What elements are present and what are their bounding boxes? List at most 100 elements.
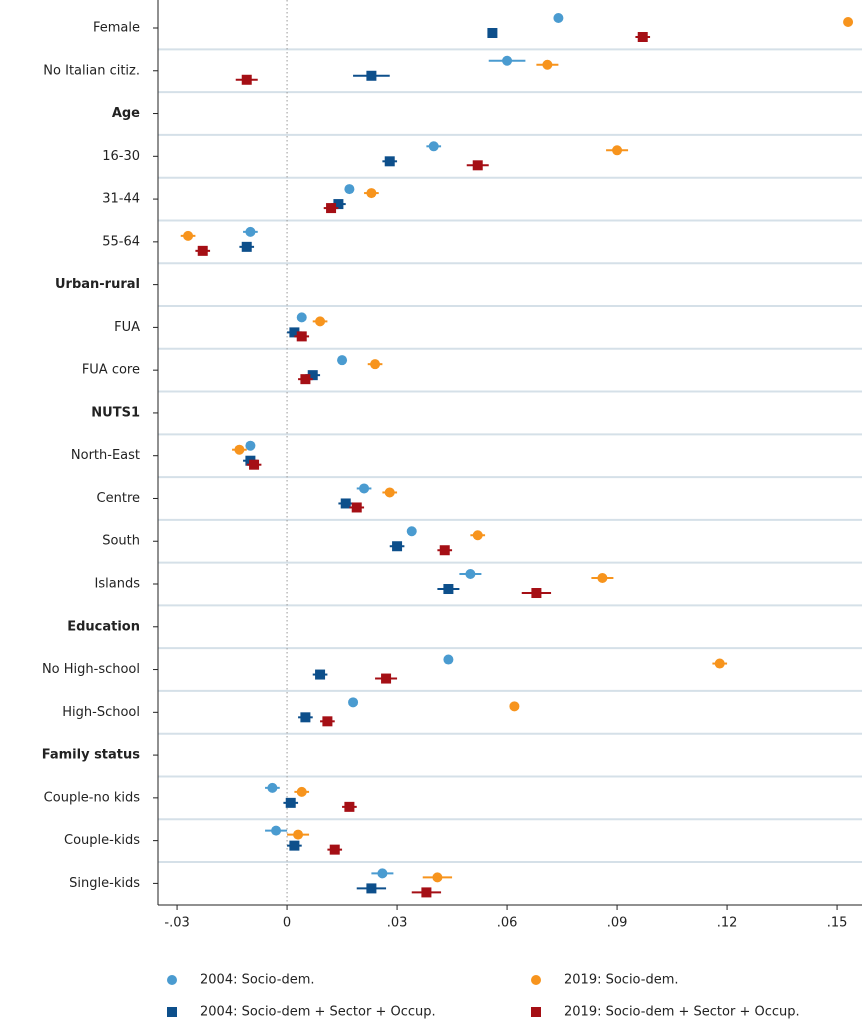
y-tick-label: Couple-kids (64, 833, 140, 848)
legend-label: 2004: Socio-dem + Sector + Occup. (200, 1005, 436, 1020)
circle-marker (315, 316, 326, 327)
circle-marker (366, 188, 377, 199)
y-tick-label: Single-kids (69, 876, 140, 891)
y-tick-label: Centre (97, 491, 140, 506)
y-tick-label: No High-school (42, 662, 140, 677)
square-marker (322, 716, 333, 727)
square-marker (167, 1007, 177, 1017)
square-marker (531, 588, 542, 599)
circle-marker (443, 654, 454, 665)
circle-marker (348, 697, 359, 708)
square-marker (340, 498, 351, 509)
square-marker (326, 203, 337, 214)
circle-marker (296, 312, 307, 323)
circle-marker (359, 483, 370, 494)
square-marker (421, 887, 432, 898)
y-tick-label: South (102, 534, 140, 549)
x-tick-label: .15 (827, 916, 848, 931)
square-marker (381, 673, 392, 684)
x-tick-label: .12 (717, 916, 738, 931)
x-tick-label: -.03 (164, 916, 189, 931)
y-tick-label: NUTS1 (91, 405, 140, 420)
square-marker (300, 712, 311, 723)
circle-marker (428, 141, 439, 152)
y-tick-label: Urban-rural (55, 277, 140, 292)
y-tick-label: No Italian citiz. (43, 63, 140, 78)
y-tick-label: FUA core (82, 363, 140, 378)
y-tick-label: High-School (62, 705, 140, 720)
square-marker (351, 502, 362, 513)
square-marker (384, 156, 395, 167)
square-marker (344, 801, 355, 812)
circle-marker (384, 487, 395, 498)
square-marker (307, 370, 318, 381)
square-marker (487, 28, 498, 38)
square-marker (392, 541, 403, 552)
circle-marker (843, 17, 854, 27)
square-marker (439, 545, 450, 556)
square-marker (197, 245, 208, 256)
circle-marker (597, 573, 608, 584)
circle-marker (377, 868, 388, 879)
circle-marker (612, 145, 623, 156)
square-marker (241, 241, 252, 252)
square-marker (289, 327, 300, 338)
square-marker (285, 797, 296, 808)
legend-label: 2004: Socio-dem. (200, 973, 315, 988)
y-tick-label: Islands (95, 577, 141, 592)
circle-marker (245, 226, 256, 237)
x-tick-label: .09 (607, 916, 628, 931)
circle-marker (553, 13, 564, 23)
y-tick-label: Couple-no kids (44, 790, 141, 805)
square-marker (472, 160, 483, 171)
square-marker (333, 199, 344, 210)
square-marker (366, 883, 377, 894)
square-marker (366, 70, 377, 81)
square-marker (329, 844, 340, 855)
circle-marker (406, 526, 417, 537)
square-marker (300, 374, 311, 385)
legend-label: 2019: Socio-dem + Sector + Occup. (564, 1005, 800, 1020)
square-marker (531, 1007, 541, 1017)
circle-marker (502, 55, 513, 66)
circle-marker (465, 569, 476, 580)
circle-marker (714, 658, 725, 669)
square-marker (241, 74, 252, 85)
circle-marker (234, 444, 245, 455)
x-tick-label: .03 (387, 916, 408, 931)
circle-marker (245, 440, 256, 451)
circle-marker (293, 829, 304, 840)
square-marker (296, 331, 307, 342)
y-tick-label: Age (112, 106, 140, 121)
square-marker (289, 840, 300, 851)
circle-marker (271, 825, 282, 836)
square-marker (315, 669, 326, 680)
circle-marker (509, 701, 520, 712)
circle-marker (296, 786, 307, 797)
y-tick-label: Education (67, 619, 140, 634)
circle-marker (472, 530, 483, 541)
circle-marker (344, 184, 355, 195)
y-tick-label: Family status (42, 748, 141, 763)
y-tick-label: FUA (114, 320, 140, 335)
circle-marker (542, 59, 553, 70)
legend-label: 2019: Socio-dem. (564, 973, 679, 988)
circle-marker (183, 230, 194, 241)
circle-marker (267, 782, 278, 793)
circle-marker (432, 872, 443, 883)
x-tick-label: .06 (497, 916, 518, 931)
x-tick-label: 0 (283, 916, 291, 931)
circle-marker (370, 359, 381, 370)
square-marker (443, 584, 454, 595)
square-marker (637, 32, 648, 42)
circle-marker (337, 355, 348, 366)
y-tick-label: Female (93, 21, 140, 36)
y-tick-label: North-East (71, 448, 140, 463)
y-tick-label: 16-30 (102, 149, 140, 164)
circle-marker (531, 975, 541, 985)
circle-marker (167, 975, 177, 985)
square-marker (249, 459, 260, 470)
y-tick-label: 31-44 (102, 192, 140, 207)
y-tick-label: 55-64 (102, 234, 140, 249)
